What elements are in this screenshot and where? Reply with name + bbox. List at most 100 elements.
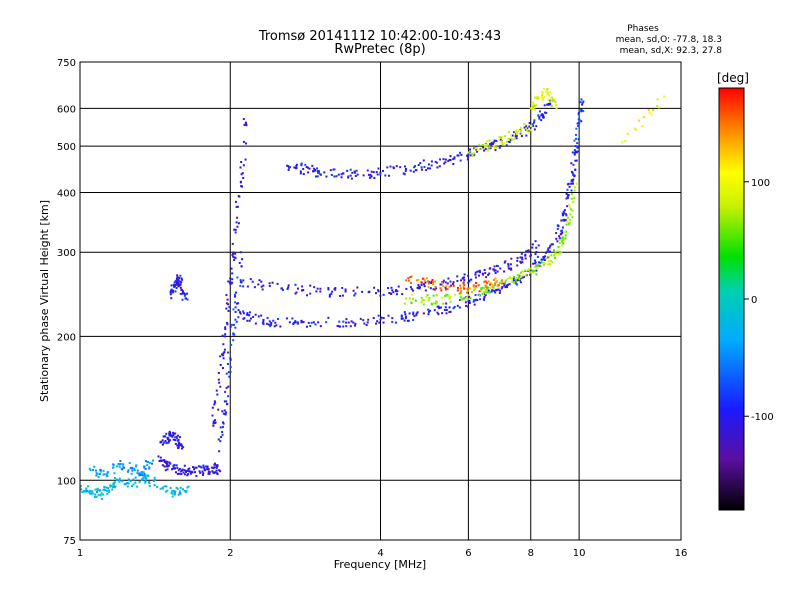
data-point xyxy=(299,172,302,175)
data-point xyxy=(414,169,417,172)
data-point xyxy=(456,154,459,157)
data-point xyxy=(490,141,493,144)
data-point xyxy=(175,283,178,286)
data-point xyxy=(467,305,470,308)
data-point xyxy=(373,286,376,289)
data-point xyxy=(548,255,551,258)
data-point xyxy=(142,474,145,477)
data-point xyxy=(305,325,308,328)
data-point xyxy=(541,98,544,101)
data-point xyxy=(496,270,499,273)
data-point xyxy=(415,314,418,317)
data-point xyxy=(498,289,501,292)
data-point xyxy=(574,145,577,148)
data-point xyxy=(170,284,173,287)
data-point xyxy=(377,290,380,293)
data-point xyxy=(312,167,315,170)
data-point xyxy=(482,290,485,293)
data-point xyxy=(565,214,568,217)
data-point xyxy=(442,284,445,287)
data-point xyxy=(547,249,550,252)
data-point xyxy=(539,265,542,268)
data-point xyxy=(170,288,173,291)
data-point xyxy=(422,312,425,315)
data-point xyxy=(142,471,145,474)
data-point xyxy=(231,278,234,281)
data-point xyxy=(227,395,230,398)
data-point xyxy=(430,164,433,167)
data-point xyxy=(568,185,571,188)
colorbar-label: [deg] xyxy=(717,71,749,85)
data-point xyxy=(437,305,440,308)
data-point xyxy=(223,348,226,351)
data-point xyxy=(176,487,179,490)
data-point xyxy=(134,481,137,484)
data-point xyxy=(505,140,508,143)
data-point xyxy=(485,286,488,289)
data-point xyxy=(496,285,499,288)
data-point xyxy=(294,292,297,295)
data-point xyxy=(571,182,574,185)
data-point xyxy=(415,312,418,315)
data-point xyxy=(560,219,563,222)
data-point xyxy=(521,256,524,259)
data-point xyxy=(536,266,539,269)
data-point xyxy=(422,303,425,306)
data-point xyxy=(302,167,305,170)
data-point xyxy=(148,461,151,464)
data-point xyxy=(557,252,560,255)
data-point xyxy=(440,289,443,292)
data-point xyxy=(459,159,462,162)
data-point xyxy=(212,420,215,423)
data-point xyxy=(528,131,531,134)
data-point xyxy=(232,339,235,342)
data-point xyxy=(85,487,88,490)
data-point xyxy=(532,107,535,110)
data-point xyxy=(491,284,494,287)
data-point xyxy=(217,372,220,375)
data-point xyxy=(487,286,490,289)
data-point xyxy=(409,286,412,289)
data-point xyxy=(413,315,416,318)
data-point xyxy=(438,158,441,161)
data-point xyxy=(288,321,291,324)
data-point xyxy=(232,308,235,311)
data-point xyxy=(479,289,482,292)
data-point xyxy=(529,273,532,276)
data-point xyxy=(178,443,181,446)
data-point xyxy=(490,143,493,146)
data-point xyxy=(442,302,445,305)
data-point xyxy=(472,285,475,288)
data-point xyxy=(166,460,169,463)
data-point xyxy=(165,462,168,465)
data-point xyxy=(163,485,166,488)
data-point xyxy=(542,256,545,259)
data-point xyxy=(474,276,477,279)
data-point xyxy=(169,291,172,294)
data-point xyxy=(529,129,532,132)
data-point xyxy=(292,323,295,326)
data-point xyxy=(334,287,337,290)
data-point xyxy=(240,161,243,164)
data-point xyxy=(405,315,408,318)
data-point xyxy=(492,268,495,271)
data-point xyxy=(456,275,459,278)
data-point xyxy=(549,263,552,266)
data-point xyxy=(118,477,121,480)
data-point xyxy=(132,483,135,486)
data-point xyxy=(177,278,180,281)
data-point xyxy=(523,126,526,129)
data-point xyxy=(556,227,559,230)
data-point xyxy=(400,314,403,317)
data-point xyxy=(160,440,163,443)
data-point xyxy=(474,273,477,276)
data-point xyxy=(387,287,390,290)
data-point xyxy=(533,128,536,131)
data-point xyxy=(581,101,584,104)
data-point xyxy=(241,258,244,261)
data-point xyxy=(181,447,184,450)
data-point xyxy=(541,114,544,117)
data-point xyxy=(499,144,502,147)
data-point xyxy=(467,294,470,297)
data-point xyxy=(444,161,447,164)
